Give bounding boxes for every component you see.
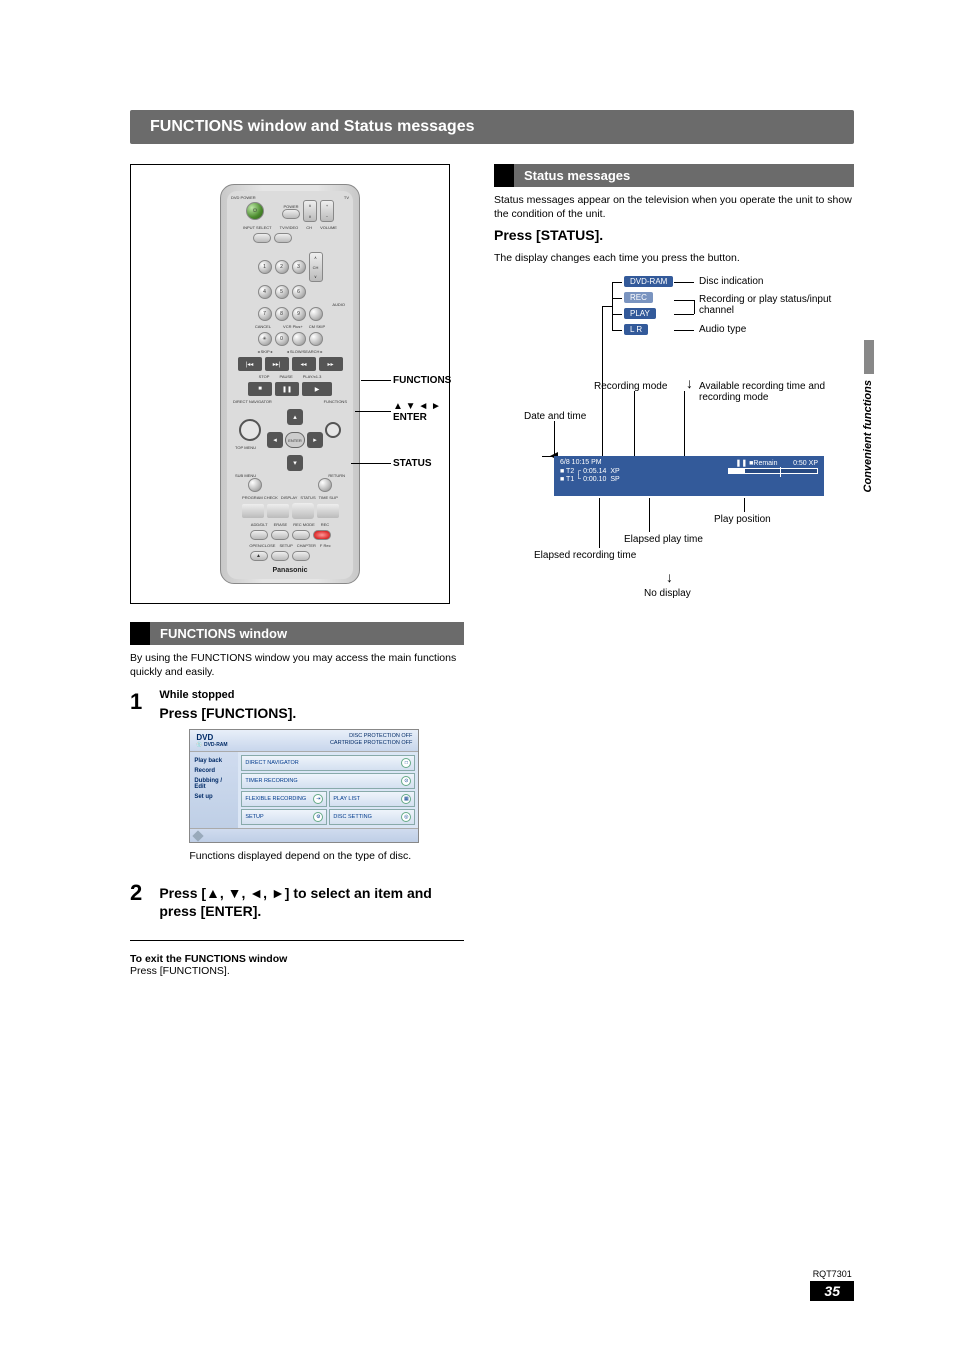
step-num-2: 2 [130,880,156,906]
annotation-nav: ▲ ▼ ◄ ► ENTER [393,401,441,423]
annotation-status: STATUS [393,458,432,469]
brand-label: Panasonic [231,567,349,574]
remote-illustration: DVD POWER TV ⏻ POWER ∧∨ +− [130,164,450,604]
step1-cmd: Press [FUNCTIONS]. [159,705,459,721]
functions-header: FUNCTIONS window [130,622,464,645]
status-diagram: DVD-RAM REC PLAY L R Disc indication Rec… [494,276,854,596]
status-intro: Status messages appear on the television… [494,193,854,221]
status-bar-display: 6/8 10:15 PM ❚❚ ■Remain 0:50 XP ■ T2 ┌ 0… [554,456,824,496]
step-num-1: 1 [130,689,156,715]
screen-note: Functions displayed depend on the type o… [189,849,459,863]
exit-note: To exit the FUNCTIONS window Press [FUNC… [130,953,464,977]
status-header: Status messages [494,164,854,187]
functions-intro: By using the FUNCTIONS window you may ac… [130,651,464,679]
status-cmd: Press [STATUS]. [494,227,854,243]
side-tab-block [864,340,874,374]
page-title: FUNCTIONS window and Status messages [130,110,854,144]
power-icon: ⏻ [246,202,264,220]
functions-screenshot: DVD 💿 DVD-RAM DISC PROTECTION OFF CARTRI… [189,729,419,843]
left-column: DVD POWER TV ⏻ POWER ∧∨ +− [130,164,464,977]
step2-cmd: Press [▲, ▼, ◄, ►] to select an item and… [159,884,459,920]
status-sub: The display changes each time you press … [494,251,854,265]
nav-circle-icon [239,419,261,441]
annotation-functions: FUNCTIONS [393,375,451,386]
side-tab: Convenient functions [862,380,874,492]
step1-pre: While stopped [159,689,459,701]
right-column: Status messages Status messages appear o… [494,164,854,606]
page-footer: RQT7301 35 [810,1269,854,1301]
